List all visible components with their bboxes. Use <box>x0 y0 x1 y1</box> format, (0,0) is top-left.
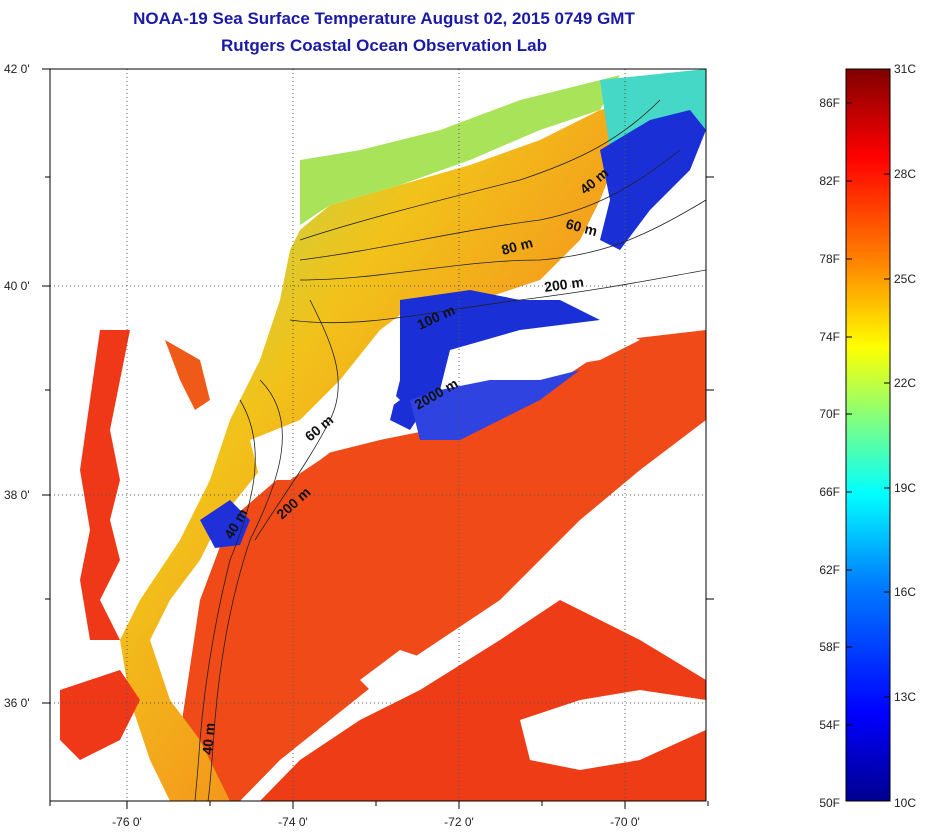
lon-tick-70: -70 0' <box>610 815 640 829</box>
bathymetry-contours <box>194 99 706 801</box>
cb-f-50: 50F <box>819 796 840 810</box>
cb-c-10: 10C <box>894 796 916 810</box>
pamlico-sound <box>60 670 140 760</box>
cb-c-13: 13C <box>894 690 916 704</box>
gulf-stream-water <box>170 330 706 801</box>
cb-c-16: 16C <box>894 585 916 599</box>
cold-patch-south <box>200 500 250 548</box>
cb-c-22: 22C <box>894 376 916 390</box>
lat-tick-36: 36 0' <box>4 696 30 710</box>
map-frame <box>49 68 707 802</box>
chesapeake-bay <box>80 330 130 640</box>
contour-label-80m: 80 m <box>500 234 535 258</box>
lon-tick-labels: -76 0' -74 0' -72 0' -70 0' <box>112 815 640 829</box>
no-data-gap-south <box>360 650 430 700</box>
cb-c-19: 19C <box>894 481 916 495</box>
cb-f-70: 70F <box>819 407 840 421</box>
contour-label-200m: 200 m <box>543 274 585 295</box>
contour-label-60m: 60 m <box>564 215 599 239</box>
cb-f-82: 82F <box>819 174 840 188</box>
cold-patch-mid <box>390 290 600 430</box>
cb-f-62: 62F <box>819 563 840 577</box>
sst-field <box>50 69 706 801</box>
shelf-water <box>120 100 640 801</box>
map-title: NOAA-19 Sea Surface Temperature August 0… <box>133 9 635 28</box>
lon-tick-72: -72 0' <box>444 815 474 829</box>
cb-f-54: 54F <box>819 718 840 732</box>
cb-f-66: 66F <box>819 485 840 499</box>
colorbar-ticks <box>846 68 890 726</box>
se-warm-corner <box>620 730 706 801</box>
delaware-bay <box>165 340 210 410</box>
lat-tick-38: 38 0' <box>4 488 30 502</box>
long-island-sound <box>300 75 620 225</box>
cb-f-58: 58F <box>819 640 840 654</box>
colorbar-gradient <box>845 68 891 802</box>
lon-tick-74: -74 0' <box>278 815 308 829</box>
cb-c-31: 31C <box>894 62 916 76</box>
land-ny <box>50 69 706 160</box>
lat-tick-40: 40 0' <box>4 279 30 293</box>
cb-f-78: 78F <box>819 252 840 266</box>
cb-f-86: 86F <box>819 96 840 110</box>
axis-ticks <box>42 68 714 809</box>
cold-patch-north <box>600 110 706 250</box>
cb-c-28: 28C <box>894 167 916 181</box>
contour-label-40m-hatteras: 40 m <box>199 722 218 755</box>
no-data-gap-offshore <box>440 320 640 390</box>
cb-c-25: 25C <box>894 272 916 286</box>
no-data-gap-se <box>520 690 706 770</box>
lon-tick-76: -76 0' <box>112 815 142 829</box>
lat-tick-labels: 42 0' 40 0' 38 0' 36 0' <box>4 62 30 710</box>
cb-f-74: 74F <box>819 330 840 344</box>
colorbar: 86F 82F 78F 74F 70F 66F 62F 58F 54F 50F … <box>819 62 916 810</box>
map-subtitle: Rutgers Coastal Ocean Observation Lab <box>221 36 547 55</box>
lat-tick-42: 42 0' <box>4 62 30 76</box>
